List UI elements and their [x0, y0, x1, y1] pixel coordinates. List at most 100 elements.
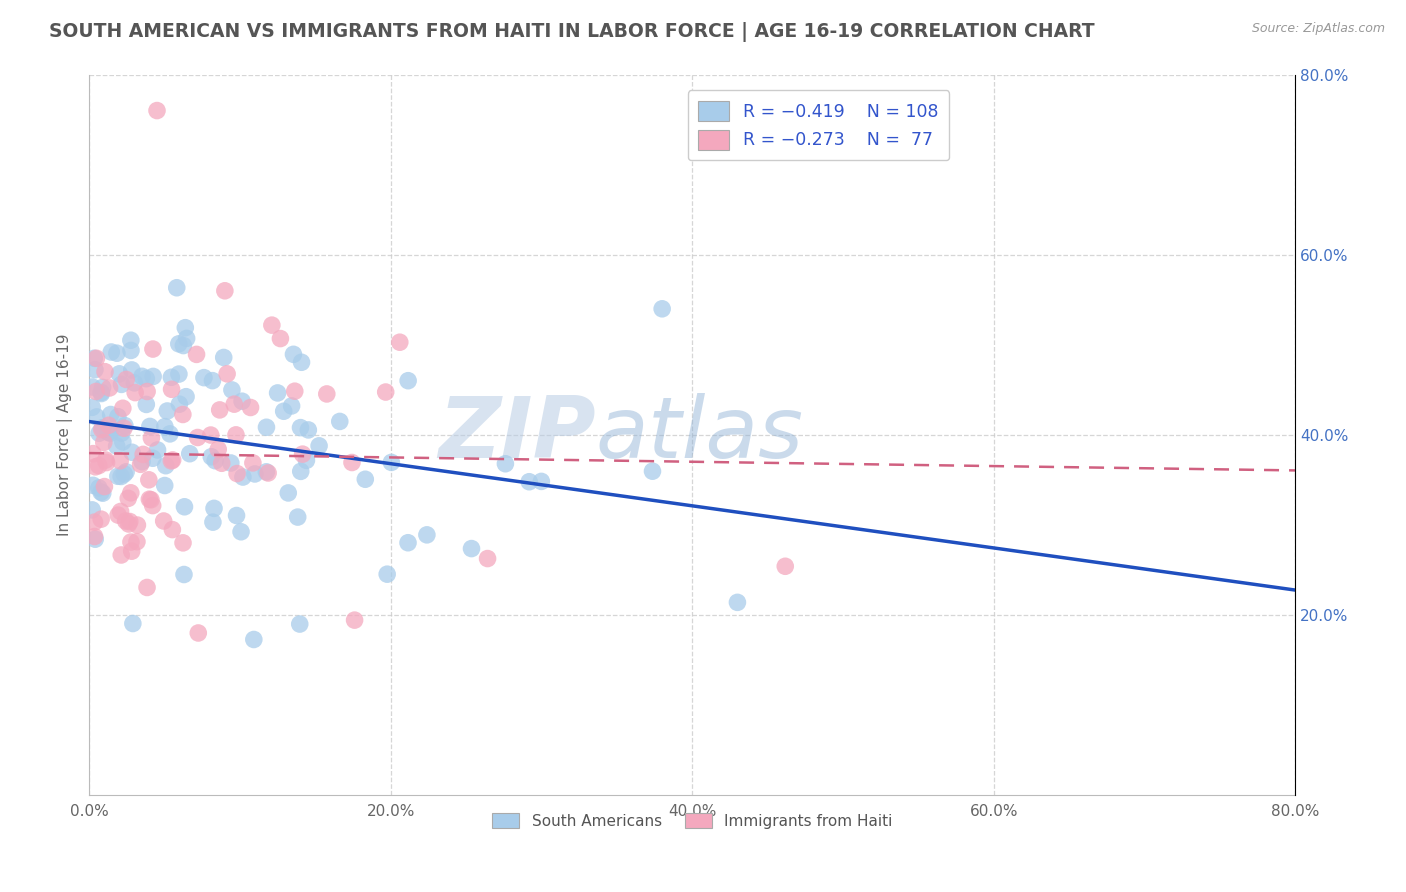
Point [108, 454, 131, 468]
Point [84, 532, 107, 546]
Point [142, 342, 165, 356]
Point [117, 491, 139, 506]
Point [176, 331, 198, 345]
Point [124, 385, 146, 400]
Point [84, 362, 107, 376]
Point [111, 434, 134, 449]
Point [290, 355, 312, 369]
Point [131, 369, 153, 384]
Point [98, 425, 121, 439]
Point [120, 535, 142, 549]
Point [343, 613, 366, 627]
Point [90, 386, 112, 401]
Point [107, 409, 129, 424]
Text: SOUTH AMERICAN VS IMMIGRANTS FROM HAITI IN LABOR FORCE | AGE 16-19 CORRELATION C: SOUTH AMERICAN VS IMMIGRANTS FROM HAITI … [49, 22, 1095, 42]
Point [214, 284, 236, 298]
Point [136, 581, 159, 595]
Point [166, 281, 188, 295]
Legend: South Americans, Immigrants from Haiti: South Americans, Immigrants from Haiti [485, 806, 898, 835]
Point [354, 472, 377, 486]
Point [243, 467, 266, 481]
Point [139, 419, 162, 434]
Point [110, 426, 132, 441]
Point [254, 465, 277, 479]
Point [112, 467, 135, 481]
Point [160, 454, 183, 468]
Point [641, 464, 664, 478]
Point [172, 408, 194, 422]
Point [82, 447, 104, 461]
Point [380, 455, 402, 469]
Point [416, 528, 439, 542]
Point [94, 453, 117, 467]
Point [201, 515, 224, 529]
Point [193, 370, 215, 384]
Point [91, 380, 114, 394]
Point [460, 541, 482, 556]
Point [725, 595, 748, 609]
Point [226, 467, 249, 481]
Point [160, 382, 183, 396]
Point [290, 464, 312, 478]
Point [396, 374, 419, 388]
Point [87, 458, 110, 473]
Point [86, 351, 108, 366]
Point [132, 447, 155, 461]
Point [159, 426, 181, 441]
Point [84, 384, 107, 399]
Point [120, 333, 142, 347]
Point [221, 383, 243, 397]
Point [284, 384, 307, 399]
Point [269, 332, 291, 346]
Point [105, 439, 128, 453]
Point [121, 445, 143, 459]
Point [172, 338, 194, 352]
Point [187, 626, 209, 640]
Point [121, 544, 143, 558]
Point [97, 425, 120, 439]
Point [208, 403, 231, 417]
Point [477, 551, 499, 566]
Point [202, 501, 225, 516]
Point [374, 385, 396, 400]
Point [211, 456, 233, 470]
Point [173, 500, 195, 514]
Point [200, 428, 222, 442]
Point [225, 428, 247, 442]
Point [280, 399, 302, 413]
Point [83, 529, 105, 543]
Point [97, 418, 120, 433]
Point [167, 367, 190, 381]
Point [388, 335, 411, 350]
Point [131, 455, 153, 469]
Point [118, 515, 141, 529]
Point [162, 523, 184, 537]
Point [82, 380, 104, 394]
Point [111, 401, 134, 416]
Point [291, 447, 314, 461]
Point [83, 351, 105, 366]
Point [172, 536, 194, 550]
Point [114, 418, 136, 433]
Point [124, 376, 146, 390]
Text: atlas: atlas [596, 393, 804, 476]
Point [108, 367, 131, 381]
Point [142, 451, 165, 466]
Point [155, 458, 177, 473]
Point [84, 459, 107, 474]
Point [651, 301, 673, 316]
Point [288, 617, 311, 632]
Point [257, 466, 280, 480]
Point [82, 503, 104, 517]
Point [173, 567, 195, 582]
Point [174, 390, 197, 404]
Point [225, 508, 247, 523]
Point [107, 469, 129, 483]
Point [107, 508, 129, 522]
Point [125, 534, 148, 549]
Point [773, 559, 796, 574]
Point [212, 351, 235, 365]
Point [207, 442, 229, 457]
Point [200, 450, 222, 464]
Point [277, 486, 299, 500]
